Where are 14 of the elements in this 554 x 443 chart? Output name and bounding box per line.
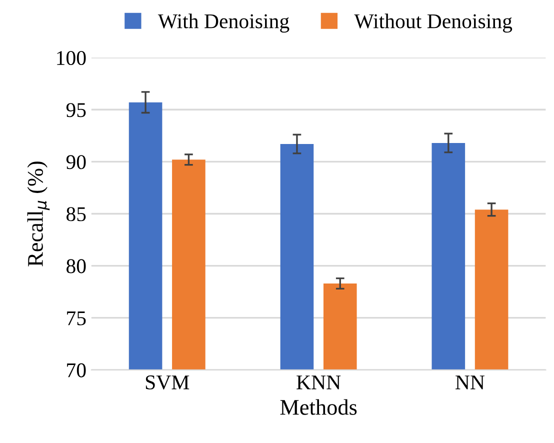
y-tick-label: 95 (66, 103, 86, 118)
y-tick-label: 75 (67, 311, 86, 326)
y-tick-label: 85 (66, 207, 86, 222)
y-tick-label: 90 (66, 155, 86, 170)
x-tick-label: KNN (296, 376, 341, 390)
y-axis-title: Recall$_{μ}$ (%) (27, 162, 50, 266)
x-tick-label: SVM (146, 375, 190, 390)
x-axis-title: Methods (280, 399, 357, 415)
legend-label: With Denoising (158, 14, 290, 33)
y-tick-label: 100 (57, 50, 86, 66)
y-tick-label: 80 (66, 259, 86, 274)
legend-label: Without Denoising (354, 14, 512, 33)
x-tick-label: NN (456, 376, 485, 390)
y-tick-label: 70 (67, 363, 86, 378)
